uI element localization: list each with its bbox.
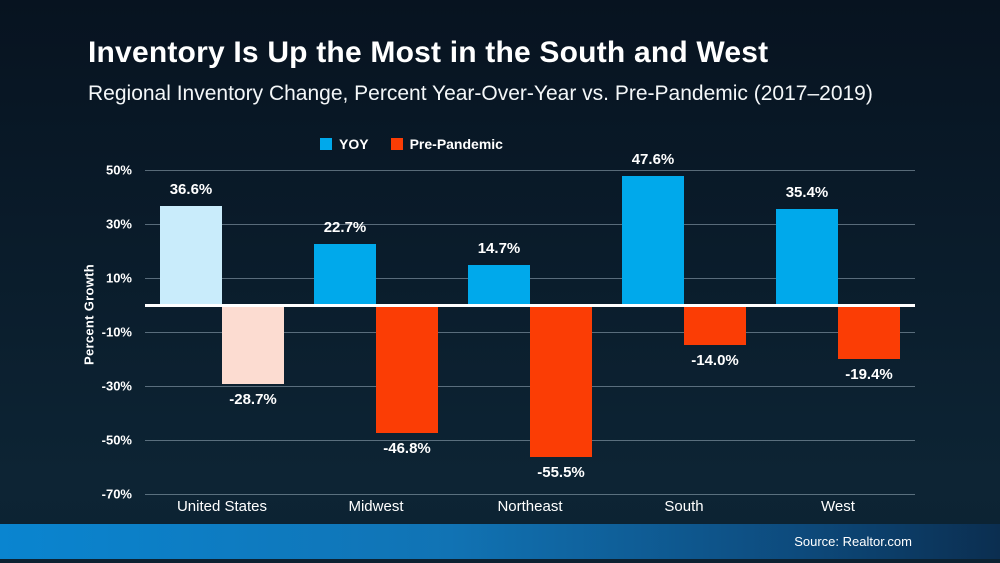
- category-label-west: West: [821, 498, 855, 515]
- x-axis-category-labels: United States Midwest Northeast South West: [145, 498, 915, 520]
- category-label-midwest: Midwest: [348, 498, 404, 515]
- bar-yoy-northeast: [468, 265, 530, 305]
- y-tick-label: -30%: [101, 378, 132, 394]
- chart-subtitle: Regional Inventory Change, Percent Year-…: [88, 82, 873, 105]
- gridline: [145, 278, 915, 279]
- value-label: 36.6%: [169, 181, 213, 199]
- zero-axis-line: [145, 304, 915, 307]
- legend-label-yoy: YOY: [339, 136, 369, 152]
- y-tick-label: 50%: [105, 162, 132, 178]
- value-label: 22.7%: [323, 218, 367, 236]
- value-label: -46.8%: [383, 440, 431, 458]
- value-label: -55.5%: [537, 463, 585, 481]
- bar-yoy-united-states: [160, 206, 222, 305]
- value-label: 47.6%: [631, 151, 675, 169]
- y-tick-label: -10%: [101, 324, 132, 340]
- y-tick-label: -50%: [101, 432, 132, 448]
- chart-title: Inventory Is Up the Most in the South an…: [88, 36, 769, 69]
- legend-swatch-pre-pandemic: [390, 138, 403, 150]
- source-credit: Source: Realtor.com: [794, 534, 912, 549]
- bar-pre-pandemic-united-states: [222, 307, 284, 385]
- bar-pre-pandemic-midwest: [376, 307, 438, 434]
- value-label: 35.4%: [785, 184, 829, 202]
- category-label-united-states: United States: [176, 498, 268, 515]
- gridline: [145, 224, 915, 225]
- bar-yoy-midwest: [314, 243, 376, 305]
- y-tick-label: -70%: [101, 486, 132, 502]
- legend: YOY Pre-Pandemic: [320, 136, 503, 152]
- bar-yoy-south: [622, 176, 684, 305]
- category-label-south: South: [664, 498, 704, 515]
- bar-pre-pandemic-south: [684, 307, 746, 345]
- value-label: 14.7%: [477, 240, 521, 258]
- gridline: [145, 170, 915, 171]
- y-tick-label: 30%: [105, 216, 132, 232]
- y-tick-label: 10%: [105, 270, 132, 286]
- legend-item-pre-pandemic: Pre-Pandemic: [390, 136, 503, 152]
- bar-pre-pandemic-west: [838, 307, 900, 360]
- bar-yoy-west: [776, 209, 838, 305]
- gridline: [145, 494, 915, 495]
- footer-bar: Source: Realtor.com: [0, 524, 1000, 559]
- legend-label-pre-pandemic: Pre-Pandemic: [409, 136, 503, 152]
- value-label: -14.0%: [691, 351, 739, 369]
- value-label: -28.7%: [229, 391, 277, 409]
- plot-area: 36.6% -28.7% 22.7% -46.8% 14.7% -55.5% 47.6% -1…: [145, 151, 915, 500]
- value-label: -19.4%: [845, 366, 893, 384]
- legend-item-yoy: YOY: [320, 136, 369, 152]
- category-label-northeast: Northeast: [497, 498, 563, 515]
- bar-pre-pandemic-northeast: [530, 307, 592, 457]
- legend-swatch-yoy: [320, 138, 332, 150]
- y-axis-tick-labels: 50% 30% 10% -10% -30% -50% -70%: [0, 155, 132, 502]
